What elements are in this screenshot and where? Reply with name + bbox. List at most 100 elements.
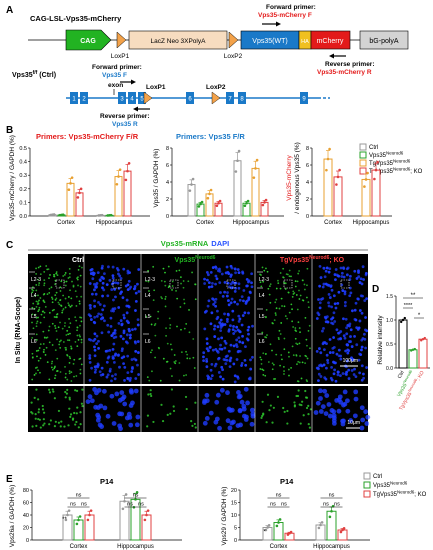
y-tick-label: 0.0 xyxy=(19,214,27,220)
x-group-label: Hippocampus xyxy=(353,220,390,226)
bar xyxy=(141,514,152,541)
x-group-label: Hippocampus xyxy=(313,544,350,550)
layer-label: L2-3 xyxy=(31,277,41,283)
data-point xyxy=(325,168,328,172)
sig-label: ns xyxy=(270,502,276,508)
col-vps-label: Vps35Neurod6 xyxy=(175,255,216,264)
chartd-ylabel: Relative intensity xyxy=(377,315,384,365)
data-point xyxy=(246,199,250,203)
layer-label: L6 xyxy=(31,339,37,345)
y-tick-label: 0.5 xyxy=(386,342,393,348)
data-point xyxy=(264,198,268,202)
y-tick-label: 10 xyxy=(231,513,237,519)
sig-label: ns xyxy=(276,493,282,499)
legend-entry: TgVps35Neurod6; KO xyxy=(369,167,423,176)
data-point xyxy=(132,505,136,509)
exon-number: 7 xyxy=(228,97,232,103)
data-point xyxy=(328,515,332,519)
data-point xyxy=(234,170,238,173)
data-point xyxy=(421,338,425,341)
loxp2b-label: LoxP2 xyxy=(206,84,226,91)
data-point xyxy=(197,205,201,208)
bar xyxy=(323,158,333,217)
x-group-label: Cortex xyxy=(196,220,214,226)
data-point xyxy=(52,213,56,216)
data-point xyxy=(376,160,379,164)
bar xyxy=(114,176,123,217)
bar xyxy=(251,167,260,217)
loxp1b-label: LoxP1 xyxy=(146,84,166,91)
legend-entry: Vps35Neurod6 xyxy=(369,151,404,160)
sig-label: **** xyxy=(404,303,413,309)
x-group-label: Cortex xyxy=(324,220,342,226)
y-tick-label: 8 xyxy=(166,146,169,152)
data-point xyxy=(366,171,369,175)
data-point xyxy=(123,499,126,503)
forward-primer-name: Vps35-mCherry F xyxy=(258,12,312,19)
y-tick-label: 0.3 xyxy=(19,173,27,179)
chart3-ylabel-1: Vps35-mCherry xyxy=(286,154,293,200)
data-point xyxy=(208,192,211,196)
data-point xyxy=(338,168,341,172)
loxp2-label: LoxP2 xyxy=(224,53,243,60)
exon-box xyxy=(128,92,136,104)
data-point xyxy=(335,183,338,186)
data-point xyxy=(319,523,322,527)
data-point xyxy=(145,513,148,517)
forward-primer-label: Forward primer: xyxy=(266,4,316,11)
polya-label: bG-polyA xyxy=(369,38,399,45)
data-point xyxy=(289,530,293,534)
loxp1b-icon xyxy=(143,91,153,105)
data-point xyxy=(64,518,68,522)
loxp1-label: LoxP1 xyxy=(111,53,130,60)
data-point xyxy=(411,348,415,351)
polya-box xyxy=(359,30,409,50)
panel-label-c: C xyxy=(6,240,13,251)
data-point xyxy=(134,498,137,501)
data-point xyxy=(79,187,83,191)
chart-e2-ylabel: Vps29 / GAPDH (%) xyxy=(221,487,228,546)
bar xyxy=(361,178,371,217)
y-tick-label: 0.2 xyxy=(19,187,27,193)
data-point xyxy=(61,213,65,217)
roi-box xyxy=(112,279,122,289)
data-point xyxy=(200,200,204,204)
data-point xyxy=(109,213,113,217)
data-point xyxy=(215,204,219,208)
sig-label: ns xyxy=(281,502,287,508)
panelc-title: Vps35-mRNA DAPI xyxy=(161,239,229,248)
bar xyxy=(205,193,214,217)
bar xyxy=(418,338,428,369)
roi-box xyxy=(226,279,236,289)
data-point xyxy=(124,493,128,496)
col-ctrl-label: Ctrl xyxy=(72,257,84,264)
data-point xyxy=(326,157,330,161)
sig-label: ns xyxy=(70,502,76,508)
sig-label: ns xyxy=(138,502,144,508)
fwd2-label: Forward primer: xyxy=(92,64,142,71)
legend-swatch xyxy=(359,159,367,167)
star-label: * xyxy=(263,530,266,536)
legend-swatch xyxy=(359,151,367,159)
data-point xyxy=(243,204,247,208)
y-tick-label: 0.4 xyxy=(19,160,27,166)
data-point xyxy=(263,201,266,204)
lacz-label: LacZ Neo 3XPolyA xyxy=(151,38,207,45)
exon-box xyxy=(138,92,146,104)
reverse-primer-name: Vps35-mCherry R xyxy=(317,69,372,76)
layer-label: L2-3 xyxy=(259,277,269,283)
data-point xyxy=(275,524,279,528)
data-point xyxy=(342,526,346,530)
data-point xyxy=(420,339,423,342)
data-point xyxy=(118,168,122,171)
exon-number: 5 xyxy=(140,97,144,103)
x-group-label: Cortex xyxy=(270,544,288,550)
reverse-primer-label: Reverse primer: xyxy=(325,61,375,68)
cag-label: CAG xyxy=(80,38,96,45)
data-point xyxy=(237,149,241,153)
chart-e1-title: P14 xyxy=(100,477,114,486)
legend-swatch xyxy=(363,472,371,480)
data-point xyxy=(336,175,340,179)
